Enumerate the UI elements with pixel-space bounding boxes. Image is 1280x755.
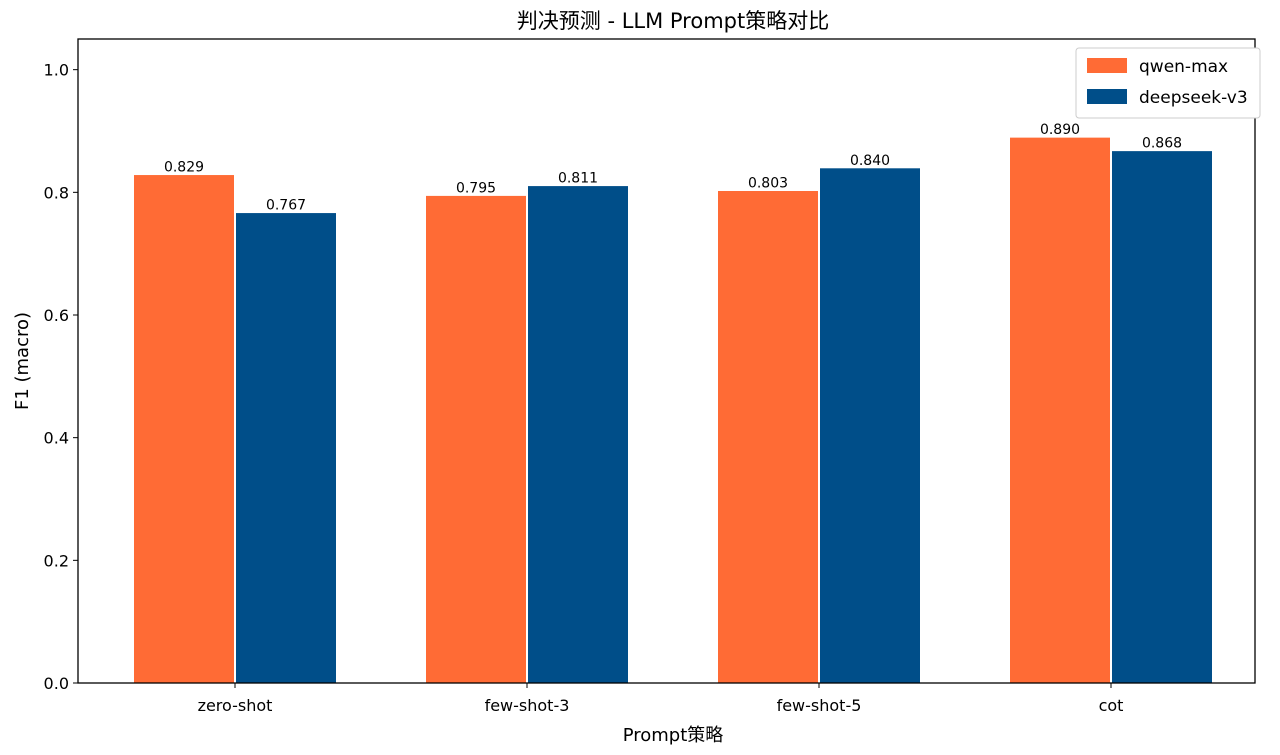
bar-value-label-qwen-max-few-shot-3: 0.795 bbox=[456, 180, 496, 196]
plot-frame bbox=[77, 38, 1256, 684]
bar-deepseek-v3-few-shot-5 bbox=[819, 167, 921, 684]
x-tick-label-few-shot-5: few-shot-5 bbox=[777, 696, 862, 715]
bar-value-label-deepseek-v3-cot: 0.868 bbox=[1142, 136, 1182, 152]
legend: qwen-max deepseek-v3 bbox=[1075, 47, 1261, 119]
legend-label-deepseek-v3: deepseek-v3 bbox=[1139, 88, 1248, 108]
bar-qwen-max-zero-shot bbox=[133, 174, 235, 684]
y-tick-label-1: 0.2 bbox=[44, 551, 69, 570]
y-axis-ticks: 0.0 0.2 0.4 0.6 0.8 1.0 bbox=[44, 61, 78, 693]
bar-qwen-max-few-shot-3 bbox=[425, 194, 527, 684]
bar-qwen-max-cot bbox=[1009, 136, 1111, 684]
bar-deepseek-v3-cot bbox=[1111, 150, 1213, 684]
bar-labels-group: 0.829 0.767 0.795 0.811 0.803 0.840 0.890 0.868 bbox=[164, 122, 1182, 213]
bar-deepseek-v3-few-shot-3 bbox=[527, 185, 629, 684]
x-axis-label: Prompt策略 bbox=[623, 725, 724, 746]
bar-value-label-qwen-max-few-shot-5: 0.803 bbox=[748, 175, 788, 191]
x-axis-ticks: zero-shot few-shot-3 few-shot-5 cot bbox=[198, 683, 1124, 715]
x-tick-label-zero-shot: zero-shot bbox=[198, 696, 273, 715]
legend-swatch-qwen-max bbox=[1087, 58, 1127, 73]
bar-value-label-deepseek-v3-few-shot-3: 0.811 bbox=[558, 171, 598, 187]
legend-swatch-deepseek-v3 bbox=[1087, 89, 1127, 104]
bar-qwen-max-few-shot-5 bbox=[717, 189, 819, 684]
y-tick-label-4: 0.8 bbox=[44, 183, 69, 202]
bar-value-label-deepseek-v3-zero-shot: 0.767 bbox=[266, 198, 306, 214]
bar-deepseek-v3-zero-shot bbox=[235, 212, 337, 684]
bar-value-label-qwen-max-cot: 0.890 bbox=[1040, 122, 1080, 138]
y-axis-label: F1 (macro) bbox=[12, 312, 33, 410]
y-tick-label-0: 0.0 bbox=[44, 674, 69, 693]
x-tick-label-few-shot-3: few-shot-3 bbox=[485, 696, 570, 715]
y-tick-label-5: 1.0 bbox=[44, 61, 69, 80]
y-tick-label-3: 0.6 bbox=[44, 306, 69, 325]
y-tick-label-2: 0.4 bbox=[44, 429, 69, 448]
bar-value-label-qwen-max-zero-shot: 0.829 bbox=[164, 160, 204, 176]
legend-label-qwen-max: qwen-max bbox=[1139, 57, 1228, 77]
chart-title: 判决预测 - LLM Prompt策略对比 bbox=[517, 9, 829, 33]
bars-group bbox=[133, 136, 1213, 684]
x-tick-label-cot: cot bbox=[1099, 696, 1124, 715]
bar-value-label-deepseek-v3-few-shot-5: 0.840 bbox=[850, 153, 890, 169]
